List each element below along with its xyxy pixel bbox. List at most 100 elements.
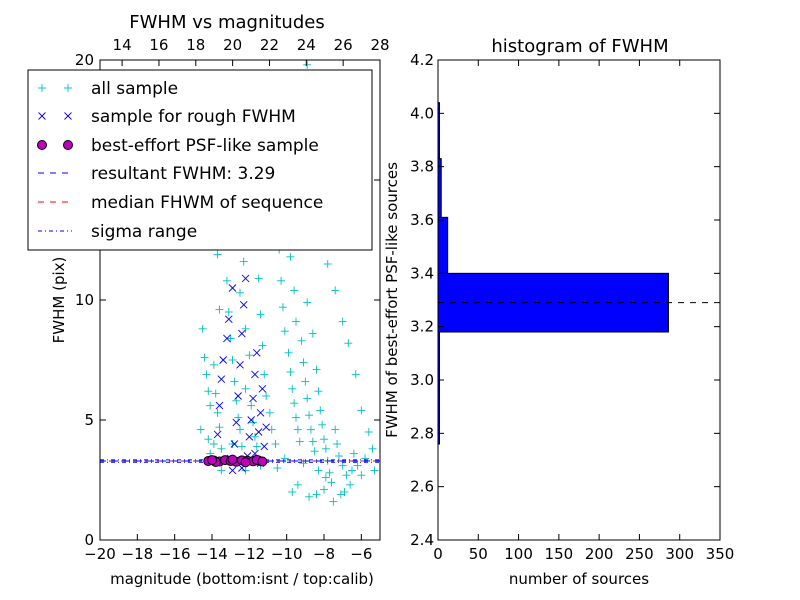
all-sample-point <box>284 348 293 357</box>
legend-entry-sigma-range: sigma range <box>38 222 197 242</box>
x-tick-label: −12 <box>234 545 266 563</box>
legend-x-glyph <box>38 112 46 120</box>
all-sample-point <box>209 440 218 448</box>
all-sample-point <box>228 440 237 448</box>
all-sample-point <box>299 358 308 367</box>
legend-entry-all-sample: all sample <box>38 79 178 99</box>
all-sample-point <box>325 468 334 477</box>
all-sample-point <box>262 392 271 400</box>
all-sample-point <box>348 466 356 475</box>
x-tick-label: 50 <box>469 545 488 563</box>
legend-label-resultant-fwhm: resultant FWHM: 3.29 <box>91 164 275 184</box>
all-sample-point <box>286 252 295 261</box>
y-tick-label: 3.6 <box>410 211 434 229</box>
legend-plus-glyph <box>64 84 72 92</box>
all-sample-point <box>323 260 332 268</box>
histogram-data-layer <box>437 102 720 445</box>
all-sample-point <box>344 339 353 348</box>
all-sample-point <box>241 384 250 393</box>
all-sample-point <box>209 360 218 369</box>
all-sample-point <box>258 341 267 350</box>
x-tick-label: 200 <box>585 545 614 563</box>
all-sample-point <box>314 387 323 396</box>
x-tick-label: −14 <box>196 545 228 563</box>
all-sample-point <box>245 351 254 360</box>
all-sample-point <box>198 324 207 333</box>
all-sample-point <box>293 425 302 434</box>
all-sample-point <box>200 353 209 362</box>
all-sample-point <box>346 480 355 489</box>
top-x-tick-label: 26 <box>334 36 353 54</box>
all-sample-point <box>295 437 304 446</box>
all-sample-point <box>321 444 330 453</box>
all-sample-point <box>320 435 328 444</box>
legend-x-glyph <box>64 112 72 120</box>
all-sample-point <box>217 466 226 475</box>
x-tick-label: 0 <box>433 545 443 563</box>
all-sample-point <box>312 365 321 374</box>
all-sample-point <box>241 466 250 475</box>
all-sample-point <box>236 288 244 297</box>
scatter-title: FWHM vs magnitudes <box>129 12 324 33</box>
all-sample-point <box>252 442 261 451</box>
y-tick-label: 5 <box>84 411 94 429</box>
rough-sample-point <box>228 284 237 292</box>
rough-sample-point <box>236 360 244 369</box>
all-sample-point <box>342 471 351 480</box>
all-sample-point <box>228 356 237 364</box>
all-sample-point <box>217 444 226 453</box>
all-sample-point <box>290 286 299 295</box>
all-sample-point <box>321 473 330 482</box>
rough-sample-point <box>256 408 265 417</box>
all-sample-point <box>254 274 263 283</box>
rough-sample-point <box>234 392 242 400</box>
all-sample-point <box>226 334 235 343</box>
all-sample-point <box>310 447 319 456</box>
all-sample-point <box>256 310 265 319</box>
scatter-series-group <box>100 60 380 506</box>
legend-entry-psf-sample: best-effort PSF-like sample <box>37 136 319 156</box>
y-tick-label: 2.4 <box>410 531 434 549</box>
y-tick-label: 20 <box>75 51 94 69</box>
x-tick-label: −18 <box>122 545 154 563</box>
all-sample-point <box>364 428 373 436</box>
scatter-x-axis-label: magnitude (bottom:isnt / top:calib) <box>110 570 374 588</box>
histogram-x-axis-label: number of sources <box>509 570 649 588</box>
rough-sample-point <box>238 329 246 338</box>
histogram-plot-frame <box>437 59 721 541</box>
all-sample-point <box>353 461 362 470</box>
top-x-tick-label: 28 <box>370 36 389 54</box>
all-sample-point <box>292 413 300 422</box>
legend-plus-glyph <box>38 84 46 92</box>
all-sample-point <box>299 459 308 468</box>
psf-sample-point <box>227 454 238 465</box>
all-sample-point <box>265 408 274 417</box>
all-sample-point <box>196 425 205 434</box>
y-tick-label: 4.0 <box>410 104 434 122</box>
y-tick-label: 3.8 <box>410 158 434 176</box>
x-tick-label: −6 <box>350 545 372 563</box>
all-sample-point <box>241 324 250 333</box>
all-sample-point <box>278 303 287 312</box>
rough-sample-point <box>245 432 254 441</box>
all-sample-point <box>206 401 215 410</box>
histogram-y-axis-label: FWHM of best-effort PSF-like sources <box>383 162 401 438</box>
top-x-tick-label: 18 <box>186 36 205 54</box>
rough-sample-point <box>219 356 228 364</box>
y-tick-label: 3.0 <box>410 371 434 389</box>
all-sample-point <box>247 401 256 410</box>
all-sample-point <box>370 466 379 475</box>
top-x-tick-label: 14 <box>113 36 132 54</box>
top-x-tick-label: 22 <box>260 36 279 54</box>
y-tick-label: 2.6 <box>410 478 434 496</box>
legend-circle-marker <box>63 140 73 150</box>
all-sample-point <box>222 276 231 285</box>
rough-sample-point <box>260 442 269 451</box>
all-sample-point <box>331 286 340 295</box>
x-tick-label: −10 <box>271 545 303 563</box>
y-tick-label: 0 <box>84 531 94 549</box>
all-sample-point <box>357 471 366 480</box>
all-sample-point <box>306 425 315 434</box>
all-sample-point <box>349 449 358 458</box>
